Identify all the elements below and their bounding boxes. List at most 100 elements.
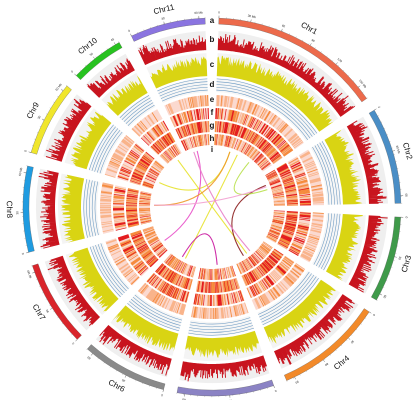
heatmap-cell [255, 282, 263, 293]
heatmap-cell [295, 263, 306, 271]
heatmap-cell [184, 98, 189, 110]
heatmap-cell [167, 148, 176, 158]
heatmap-cell [291, 243, 303, 249]
heatmap-cell [184, 264, 190, 276]
heatmap-cell [294, 264, 305, 272]
heatmap-cell [117, 261, 128, 269]
heatmap-cell [270, 133, 279, 142]
heatmap-cell [263, 293, 271, 304]
heatmap-cell [150, 128, 158, 139]
heatmap-cell [282, 126, 291, 136]
heatmap-cell [222, 281, 226, 293]
heatmap-cell [164, 150, 173, 160]
heatmap-cell [152, 164, 162, 172]
heatmap-cell [260, 124, 267, 134]
heatmap-cell [233, 292, 237, 304]
heatmap-cell [254, 120, 261, 131]
heatmap-cell [225, 267, 229, 279]
heatmap-cell [272, 221, 283, 225]
heatmap-cell [252, 104, 258, 115]
heatmap-cell [267, 149, 277, 158]
line-track-line [216, 89, 309, 140]
heatmap-cell [238, 262, 244, 274]
histogram-bars [346, 120, 387, 204]
heatmap-cell [280, 260, 291, 269]
heatmap-cell [127, 188, 139, 192]
heatmap-cell [228, 306, 232, 318]
heatmap-cell [308, 236, 320, 241]
heatmap-cell [159, 266, 167, 276]
heatmap-cell [206, 134, 208, 146]
heatmap-cell [281, 125, 290, 134]
heatmap-cell [123, 247, 135, 253]
heatmap-cell [280, 262, 290, 270]
heatmap-cell [235, 277, 241, 289]
chromosome-label: Chr7 [31, 303, 48, 323]
heatmap-cell [247, 131, 254, 142]
heatmap-cell [234, 97, 239, 109]
heatmap-cell [271, 185, 282, 190]
tick-mark [358, 85, 361, 88]
heatmap-cell [150, 259, 159, 268]
heatmap-cell [268, 232, 279, 238]
heatmap-cell [125, 250, 136, 257]
heatmap-cell [126, 211, 138, 213]
minor-tick [61, 90, 63, 92]
heatmap-cell [158, 265, 166, 275]
heatmap-cell [184, 139, 190, 150]
heatmap-cell [254, 153, 263, 163]
heatmap-cell [306, 242, 317, 248]
heatmap-cell [269, 289, 278, 299]
heatmap-cell [284, 184, 296, 189]
tick-label: 60 Mb [54, 82, 62, 91]
line-track-line [100, 243, 129, 290]
heatmap-cell [109, 161, 120, 167]
heatmap-cell [184, 278, 189, 289]
heatmap-cell [227, 136, 232, 148]
heatmap-cell [241, 275, 248, 286]
heatmap-cell [167, 299, 173, 311]
heatmap-cell [169, 257, 177, 267]
heatmap-cell [144, 178, 156, 184]
heatmap-cell [158, 248, 167, 257]
heatmap-cell [276, 121, 285, 131]
heatmap-cell [294, 237, 305, 243]
heatmap-cell [297, 182, 309, 187]
heatmap-cell [139, 211, 151, 213]
heatmap-cell [177, 289, 183, 301]
heatmap-cell [142, 183, 154, 188]
heatmap-cell [150, 239, 160, 247]
heatmap-cell [285, 275, 295, 284]
heatmap-cell [145, 231, 156, 237]
heatmap-cell [217, 281, 220, 293]
heatmap-cell [206, 121, 208, 133]
heatmap-cell [150, 146, 159, 155]
heatmap-cell [284, 224, 296, 229]
heatmap-cell [246, 273, 253, 284]
heatmap-cell [274, 268, 283, 278]
heatmap-cell [135, 241, 146, 247]
heatmap-cell [184, 291, 189, 303]
minor-tick [369, 311, 371, 313]
heatmap-cell [141, 157, 151, 165]
heatmap-cell [174, 115, 180, 126]
heatmap-cell [139, 212, 151, 215]
heatmap-cell [227, 293, 231, 305]
heatmap-cell [257, 138, 266, 149]
heatmap-cell [140, 220, 152, 224]
heatmap-cell [257, 157, 267, 166]
heatmap-cell [259, 246, 269, 254]
heatmap-cell [117, 175, 129, 180]
tick-mark [113, 42, 116, 45]
heatmap-cell [147, 256, 157, 265]
heatmap-cell [105, 238, 117, 244]
heatmap-cell [281, 174, 292, 180]
heatmap-cell [122, 164, 133, 170]
heatmap-cell [250, 117, 257, 129]
heatmap-cell [294, 172, 306, 178]
heatmap-cell [244, 274, 250, 285]
heatmap-cell [306, 242, 317, 248]
heatmap-cell [198, 267, 202, 279]
heatmap-cell [247, 257, 254, 268]
heatmap-cell [139, 216, 151, 220]
